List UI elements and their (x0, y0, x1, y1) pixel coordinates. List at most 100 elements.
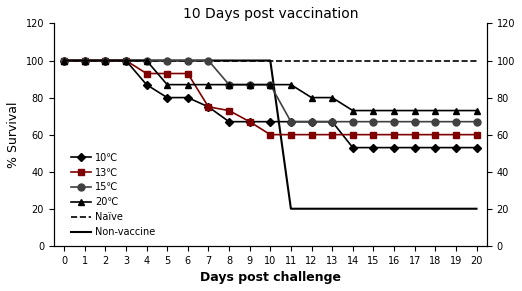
10℃ (102, 59, 109, 62)
13℃ (370, 133, 376, 136)
15℃ (350, 120, 356, 123)
13℃ (473, 133, 480, 136)
20℃ (309, 96, 315, 99)
Naïve (391, 59, 397, 62)
10℃ (267, 120, 274, 123)
Line: 20℃: 20℃ (61, 57, 480, 114)
10℃ (370, 146, 376, 149)
Naïve (432, 59, 438, 62)
13℃ (391, 133, 397, 136)
X-axis label: Days post challenge: Days post challenge (200, 271, 341, 284)
Non-vaccine (123, 59, 129, 62)
Naïve (411, 59, 418, 62)
20℃ (453, 109, 459, 112)
Non-vaccine (473, 207, 480, 210)
13℃ (246, 120, 253, 123)
13℃ (226, 109, 232, 112)
Non-vaccine (329, 207, 335, 210)
10℃ (288, 120, 294, 123)
Naïve (102, 59, 109, 62)
Non-vaccine (288, 207, 294, 210)
13℃ (185, 72, 191, 75)
Non-vaccine (226, 59, 232, 62)
Naïve (144, 59, 150, 62)
Naïve (123, 59, 129, 62)
15℃ (246, 83, 253, 86)
15℃ (226, 83, 232, 86)
20℃ (164, 83, 170, 86)
13℃ (61, 59, 67, 62)
13℃ (102, 59, 109, 62)
Non-vaccine (453, 207, 459, 210)
Non-vaccine (432, 207, 438, 210)
Non-vaccine (411, 207, 418, 210)
Naïve (185, 59, 191, 62)
15℃ (81, 59, 88, 62)
Naïve (81, 59, 88, 62)
15℃ (329, 120, 335, 123)
15℃ (309, 120, 315, 123)
13℃ (267, 133, 274, 136)
10℃ (164, 96, 170, 99)
10℃ (205, 105, 211, 109)
10℃ (411, 146, 418, 149)
13℃ (309, 133, 315, 136)
20℃ (123, 59, 129, 62)
15℃ (144, 59, 150, 62)
20℃ (329, 96, 335, 99)
15℃ (473, 120, 480, 123)
Non-vaccine (144, 59, 150, 62)
20℃ (144, 59, 150, 62)
20℃ (185, 83, 191, 86)
20℃ (411, 109, 418, 112)
15℃ (123, 59, 129, 62)
13℃ (411, 133, 418, 136)
20℃ (61, 59, 67, 62)
Naïve (309, 59, 315, 62)
Naïve (329, 59, 335, 62)
Naïve (267, 59, 274, 62)
13℃ (288, 133, 294, 136)
10℃ (185, 96, 191, 99)
10℃ (246, 120, 253, 123)
Line: Non-vaccine: Non-vaccine (64, 61, 477, 209)
Line: 15℃: 15℃ (61, 57, 480, 125)
13℃ (164, 72, 170, 75)
Non-vaccine (370, 207, 376, 210)
Non-vaccine (391, 207, 397, 210)
20℃ (102, 59, 109, 62)
Non-vaccine (309, 207, 315, 210)
20℃ (205, 83, 211, 86)
Naïve (246, 59, 253, 62)
Non-vaccine (102, 59, 109, 62)
10℃ (144, 83, 150, 86)
Non-vaccine (350, 207, 356, 210)
Naïve (370, 59, 376, 62)
20℃ (226, 83, 232, 86)
20℃ (81, 59, 88, 62)
10℃ (391, 146, 397, 149)
20℃ (432, 109, 438, 112)
10℃ (432, 146, 438, 149)
Title: 10 Days post vaccination: 10 Days post vaccination (183, 7, 358, 21)
10℃ (329, 120, 335, 123)
13℃ (432, 133, 438, 136)
Non-vaccine (267, 59, 274, 62)
Line: 13℃: 13℃ (61, 58, 479, 137)
Legend: 10℃, 13℃, 15℃, 20℃, Naïve, Non-vaccine: 10℃, 13℃, 15℃, 20℃, Naïve, Non-vaccine (67, 149, 160, 241)
Naïve (205, 59, 211, 62)
15℃ (370, 120, 376, 123)
15℃ (164, 59, 170, 62)
Naïve (164, 59, 170, 62)
Naïve (350, 59, 356, 62)
Non-vaccine (205, 59, 211, 62)
15℃ (185, 59, 191, 62)
20℃ (350, 109, 356, 112)
20℃ (391, 109, 397, 112)
13℃ (81, 59, 88, 62)
Naïve (61, 59, 67, 62)
13℃ (329, 133, 335, 136)
15℃ (61, 59, 67, 62)
Non-vaccine (61, 59, 67, 62)
15℃ (432, 120, 438, 123)
